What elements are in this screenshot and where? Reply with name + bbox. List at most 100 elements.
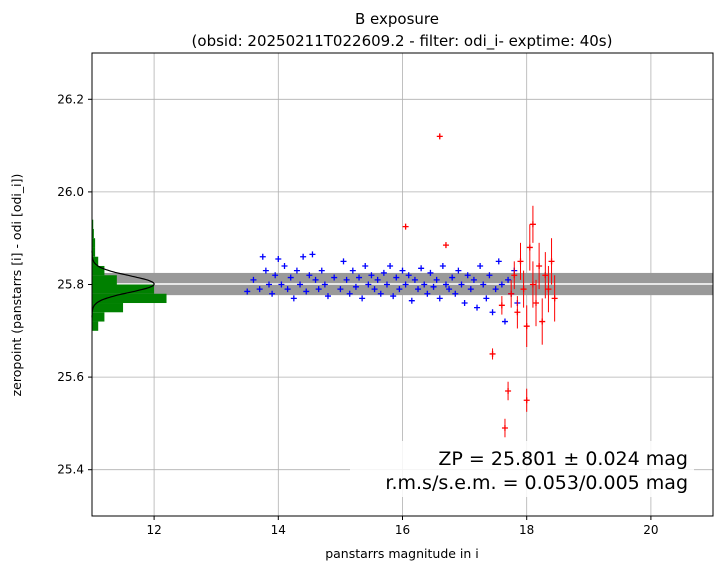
y-tick-label: 26.2 — [57, 92, 84, 106]
rejected-star-point — [545, 286, 552, 293]
rejected-star-point — [536, 262, 543, 269]
histogram-bin — [92, 265, 105, 276]
y-tick-label: 25.6 — [57, 370, 84, 384]
x-tick-label: 18 — [519, 523, 534, 537]
used-star-point — [368, 272, 375, 279]
rejected-star-point — [523, 397, 530, 404]
used-star-point — [297, 281, 304, 288]
used-star-point — [489, 309, 496, 316]
gaussian-curve — [91, 250, 155, 318]
y-tick-label: 25.8 — [57, 278, 84, 292]
used-star-point — [501, 318, 508, 325]
used-star-point — [356, 274, 363, 281]
histogram-bin — [92, 312, 105, 322]
used-star-point — [306, 272, 313, 279]
used-star-point — [477, 262, 484, 269]
used-star-point — [390, 293, 397, 300]
used-star-point — [461, 300, 468, 307]
used-star-point — [495, 258, 502, 265]
rejected-star-point — [520, 286, 527, 293]
histogram-bin — [92, 303, 124, 313]
used-star-point — [449, 274, 456, 281]
rejected-star-point — [505, 387, 512, 394]
used-star-point — [387, 262, 394, 269]
used-star-point — [337, 286, 344, 293]
used-star-point — [436, 295, 443, 302]
used-star-point — [486, 272, 493, 279]
rejected-star-point — [402, 223, 409, 230]
used-star-point — [480, 281, 487, 288]
used-star-point — [455, 267, 462, 274]
used-star-point — [352, 283, 359, 290]
x-tick-label: 14 — [271, 523, 286, 537]
used-star-point — [467, 286, 474, 293]
rejected-star-point — [498, 302, 505, 309]
used-star-point — [402, 281, 409, 288]
used-star-point — [269, 290, 276, 297]
used-star-point — [408, 297, 415, 304]
used-star-point — [380, 269, 387, 276]
used-star-point — [396, 286, 403, 293]
used-star-point — [498, 281, 505, 288]
zp-annotation: ZP = 25.801 ± 0.024 mag — [438, 448, 688, 470]
x-axis-label: panstarrs magnitude in i — [325, 546, 479, 561]
used-star-point — [433, 276, 440, 283]
gaussian-fit — [91, 250, 155, 318]
used-star-point — [278, 281, 285, 288]
used-star-point — [446, 286, 453, 293]
rejected-star-point — [526, 244, 533, 251]
used-star-point — [377, 290, 384, 297]
annotation-background — [350, 441, 694, 497]
x-tick-label: 20 — [643, 523, 658, 537]
rejected-star-point — [529, 221, 536, 228]
histogram-bin — [92, 247, 96, 257]
rejected-star-point — [517, 258, 524, 265]
used-star-point — [290, 295, 297, 302]
rejected-stars — [402, 133, 558, 438]
histogram-bin — [92, 256, 99, 266]
used-star-point — [259, 253, 266, 260]
used-star-point — [275, 256, 282, 263]
histogram-bin — [92, 275, 117, 285]
x-tick-label: 12 — [146, 523, 161, 537]
rejected-star-point — [436, 133, 443, 140]
used-star-point — [318, 267, 325, 274]
used-star-point — [250, 276, 257, 283]
used-star-point — [346, 290, 353, 297]
used-star-point — [492, 286, 499, 293]
rejected-star-point — [489, 350, 496, 357]
used-star-point — [244, 288, 251, 295]
rejected-star-point — [508, 290, 515, 297]
rejected-star-point — [529, 281, 536, 288]
y-tick-label: 25.4 — [57, 463, 84, 477]
used-star-point — [442, 281, 449, 288]
used-star-point — [418, 265, 425, 272]
used-star-point — [424, 290, 431, 297]
used-star-point — [349, 267, 356, 274]
used-star-point — [359, 295, 366, 302]
used-star-point — [284, 286, 291, 293]
rejected-star-point — [533, 300, 540, 307]
used-star-point — [340, 258, 347, 265]
used-star-point — [312, 276, 319, 283]
used-star-point — [483, 295, 490, 302]
used-star-point — [405, 272, 412, 279]
used-star-point — [505, 276, 512, 283]
used-star-point — [262, 267, 269, 274]
used-star-point — [411, 276, 418, 283]
histogram-bin — [92, 284, 155, 294]
used-star-point — [343, 276, 350, 283]
used-star-point — [287, 274, 294, 281]
y-axis-ticks: 25.4 25.6 25.8 26.0 26.2 — [57, 92, 92, 477]
used-star-point — [464, 272, 471, 279]
used-star-point — [303, 288, 310, 295]
rejected-star-point — [511, 272, 518, 279]
used-star-point — [439, 262, 446, 269]
used-star-point — [452, 290, 459, 297]
used-star-point — [470, 276, 477, 283]
y-axis-label: zeropoint (panstarrs [i] - odi [odi_i]) — [9, 174, 24, 397]
rejected-star-point — [442, 242, 449, 249]
used-star-point — [321, 281, 328, 288]
y-tick-label: 26.0 — [57, 185, 84, 199]
used-star-point — [309, 251, 316, 258]
